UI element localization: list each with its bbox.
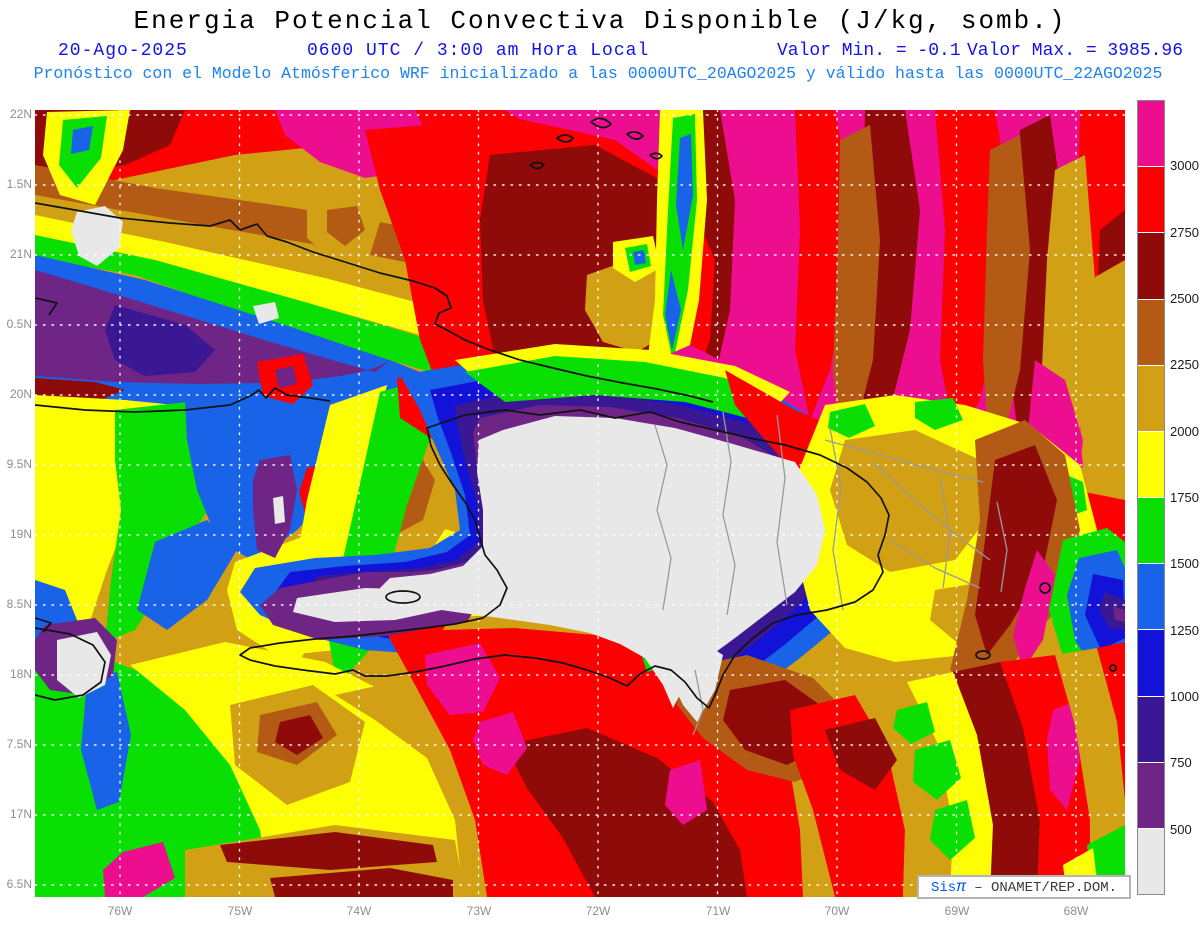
colorbar-label: 1500 xyxy=(1170,556,1199,571)
y-tick: 8.5N xyxy=(6,597,32,611)
cape-map xyxy=(34,109,1126,898)
colorbar-label: 3000 xyxy=(1170,158,1199,173)
x-tick: 69W xyxy=(944,904,970,918)
colorbar-label: 500 xyxy=(1170,822,1192,837)
sis-logo: Sis xyxy=(930,880,957,896)
pi-icon: π xyxy=(956,878,966,896)
forecast-date: 20-Ago-2025 xyxy=(58,41,188,61)
x-tick: 76W xyxy=(107,904,133,918)
y-tick: 1.5N xyxy=(6,177,32,191)
y-tick: 7.5N xyxy=(6,737,32,751)
x-tick: 73W xyxy=(466,904,492,918)
mona-island xyxy=(1039,582,1051,594)
colorbar-segment xyxy=(1138,233,1164,299)
province-borders xyxy=(654,411,1008,736)
colorbar-label: 2000 xyxy=(1170,424,1199,439)
y-tick: 20N xyxy=(9,387,32,401)
x-tick: 68W xyxy=(1063,904,1089,918)
saona-island xyxy=(975,650,991,660)
jamaica-coastline xyxy=(34,627,106,701)
forecast-hour: 0600 UTC / 3:00 am Hora Local xyxy=(307,41,650,61)
colorbar-segment xyxy=(1138,365,1164,431)
islet xyxy=(529,161,545,170)
cape-contour-field xyxy=(34,109,1126,898)
page-title: Energia Potencial Convectiva Disponible … xyxy=(133,6,1067,36)
y-tick: 21N xyxy=(9,247,32,261)
colorbar-segment xyxy=(1138,828,1164,895)
islet xyxy=(1109,664,1117,672)
colorbar-segment xyxy=(1138,630,1164,696)
colorbar-label: 2500 xyxy=(1170,291,1199,306)
hispaniola-coastline xyxy=(239,409,890,709)
y-tick: 17N xyxy=(9,807,32,821)
y-tick: 18N xyxy=(9,667,32,681)
org-label: – ONAMET/REP.DOM. xyxy=(974,880,1118,896)
cuba-south-coastline xyxy=(34,387,331,413)
colorbar-segment xyxy=(1138,101,1164,167)
y-tick: 6.5N xyxy=(6,877,32,891)
islet xyxy=(556,134,574,143)
colorbar-segment xyxy=(1138,762,1164,828)
y-tick: 0.5N xyxy=(6,317,32,331)
x-tick: 74W xyxy=(346,904,372,918)
x-tick: 71W xyxy=(705,904,731,918)
colorbar xyxy=(1137,100,1165,895)
islet xyxy=(590,117,612,129)
x-tick: 70W xyxy=(824,904,850,918)
value-min-label: Valor Min. = -0.1 xyxy=(777,41,961,61)
y-tick: 22N xyxy=(9,107,32,121)
x-tick: 72W xyxy=(585,904,611,918)
colorbar-segment xyxy=(1138,431,1164,498)
colorbar-segment xyxy=(1138,498,1164,564)
colorbar-segment xyxy=(1138,696,1164,762)
colorbar-label: 1000 xyxy=(1170,689,1199,704)
colorbar-label: 2750 xyxy=(1170,225,1199,240)
credit-box: Sisπ – ONAMET/REP.DOM. xyxy=(917,875,1131,899)
colorbar-label: 750 xyxy=(1170,755,1192,770)
y-tick: 19N xyxy=(9,527,32,541)
y-tick: 9.5N xyxy=(6,457,32,471)
latlon-grid xyxy=(34,109,1126,898)
colorbar-segment xyxy=(1138,299,1164,365)
colorbar-label: 1250 xyxy=(1170,623,1199,638)
color-field xyxy=(35,110,1125,897)
value-max-label: Valor Max. = 3985.96 xyxy=(967,41,1184,61)
coastlines xyxy=(34,117,1117,709)
cuba-north-coastline xyxy=(34,202,714,403)
colorbar-segment xyxy=(1138,564,1164,630)
model-init-line: Pronóstico con el Modelo Atmósferico WRF… xyxy=(33,64,1163,83)
x-tick: 75W xyxy=(227,904,253,918)
colorbar-label: 2250 xyxy=(1170,357,1199,372)
gonave-island xyxy=(385,590,421,604)
islet xyxy=(649,152,663,160)
colorbar-label: 1750 xyxy=(1170,490,1199,505)
colorbar-segment xyxy=(1138,167,1164,233)
islet xyxy=(626,131,644,140)
